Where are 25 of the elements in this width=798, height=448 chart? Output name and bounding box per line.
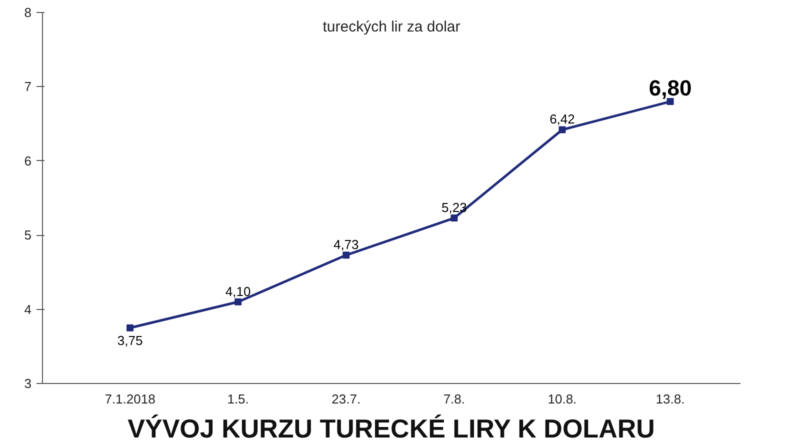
data-label: 3,75	[117, 332, 143, 348]
y-tick-label: 4	[24, 302, 32, 317]
point	[450, 214, 458, 222]
data-label: 5,23	[442, 200, 467, 216]
y-tick-label: 8	[24, 5, 32, 20]
data-label: 6,42	[550, 112, 575, 127]
y-tick-label: 3	[24, 376, 32, 391]
x-tick-label: 7.1.2018	[104, 392, 156, 406]
point	[342, 252, 350, 259]
x-tick-label: 10.8.	[548, 392, 577, 406]
text: VÝVOJ KURZU TURECKÉ LIRY K DOLARU	[128, 414, 655, 444]
x-tick-label: 23.7.	[332, 392, 361, 406]
point	[126, 324, 134, 332]
y-tick-label: 5	[24, 228, 32, 243]
point	[558, 126, 566, 134]
data-label: 4,73	[333, 237, 359, 252]
point	[234, 298, 242, 306]
x-tick-label: 1.5.	[227, 392, 249, 406]
y-tick-label: 6	[24, 153, 32, 168]
data-label: 4,10	[225, 284, 251, 299]
chart-subtitle: tureckých lir za dolar	[322, 18, 460, 36]
data-label: 6,80	[648, 76, 692, 101]
x-tick-label: 13.8.	[656, 392, 685, 406]
y-tick-label: 7	[24, 79, 32, 94]
x-tick-label: 7.8.	[443, 392, 466, 406]
